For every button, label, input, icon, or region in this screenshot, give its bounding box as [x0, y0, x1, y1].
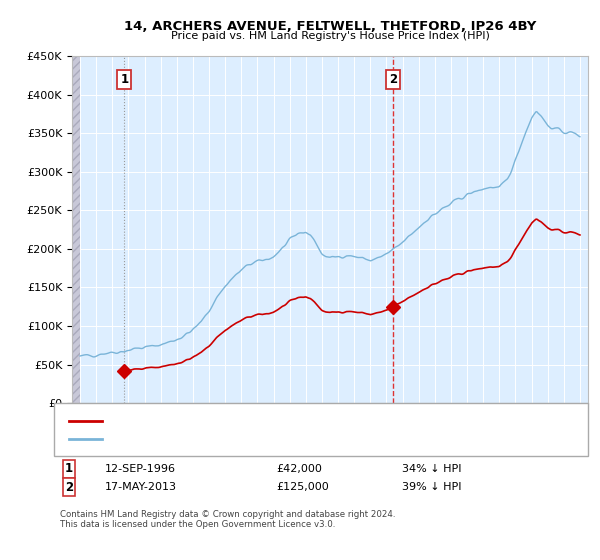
- Text: Contains HM Land Registry data © Crown copyright and database right 2024.
This d: Contains HM Land Registry data © Crown c…: [60, 510, 395, 529]
- Text: 1: 1: [121, 73, 128, 86]
- Text: 34% ↓ HPI: 34% ↓ HPI: [402, 464, 461, 474]
- Bar: [72, 56, 80, 403]
- Text: 17-MAY-2013: 17-MAY-2013: [105, 482, 177, 492]
- Text: Price paid vs. HM Land Registry's House Price Index (HPI): Price paid vs. HM Land Registry's House …: [170, 31, 490, 41]
- Text: 2: 2: [65, 480, 73, 494]
- Text: HPI: Average price, detached house, King's Lynn and West Norfolk: HPI: Average price, detached house, King…: [109, 434, 439, 444]
- Text: 39% ↓ HPI: 39% ↓ HPI: [402, 482, 461, 492]
- Text: £125,000: £125,000: [276, 482, 329, 492]
- Text: 2: 2: [389, 73, 397, 86]
- Text: 1: 1: [65, 462, 73, 475]
- Text: 12-SEP-1996: 12-SEP-1996: [105, 464, 176, 474]
- Text: £42,000: £42,000: [276, 464, 322, 474]
- Text: 14, ARCHERS AVENUE, FELTWELL, THETFORD, IP26 4BY: 14, ARCHERS AVENUE, FELTWELL, THETFORD, …: [124, 20, 536, 32]
- Text: 14, ARCHERS AVENUE, FELTWELL, THETFORD, IP26 4BY (detached house): 14, ARCHERS AVENUE, FELTWELL, THETFORD, …: [109, 416, 475, 426]
